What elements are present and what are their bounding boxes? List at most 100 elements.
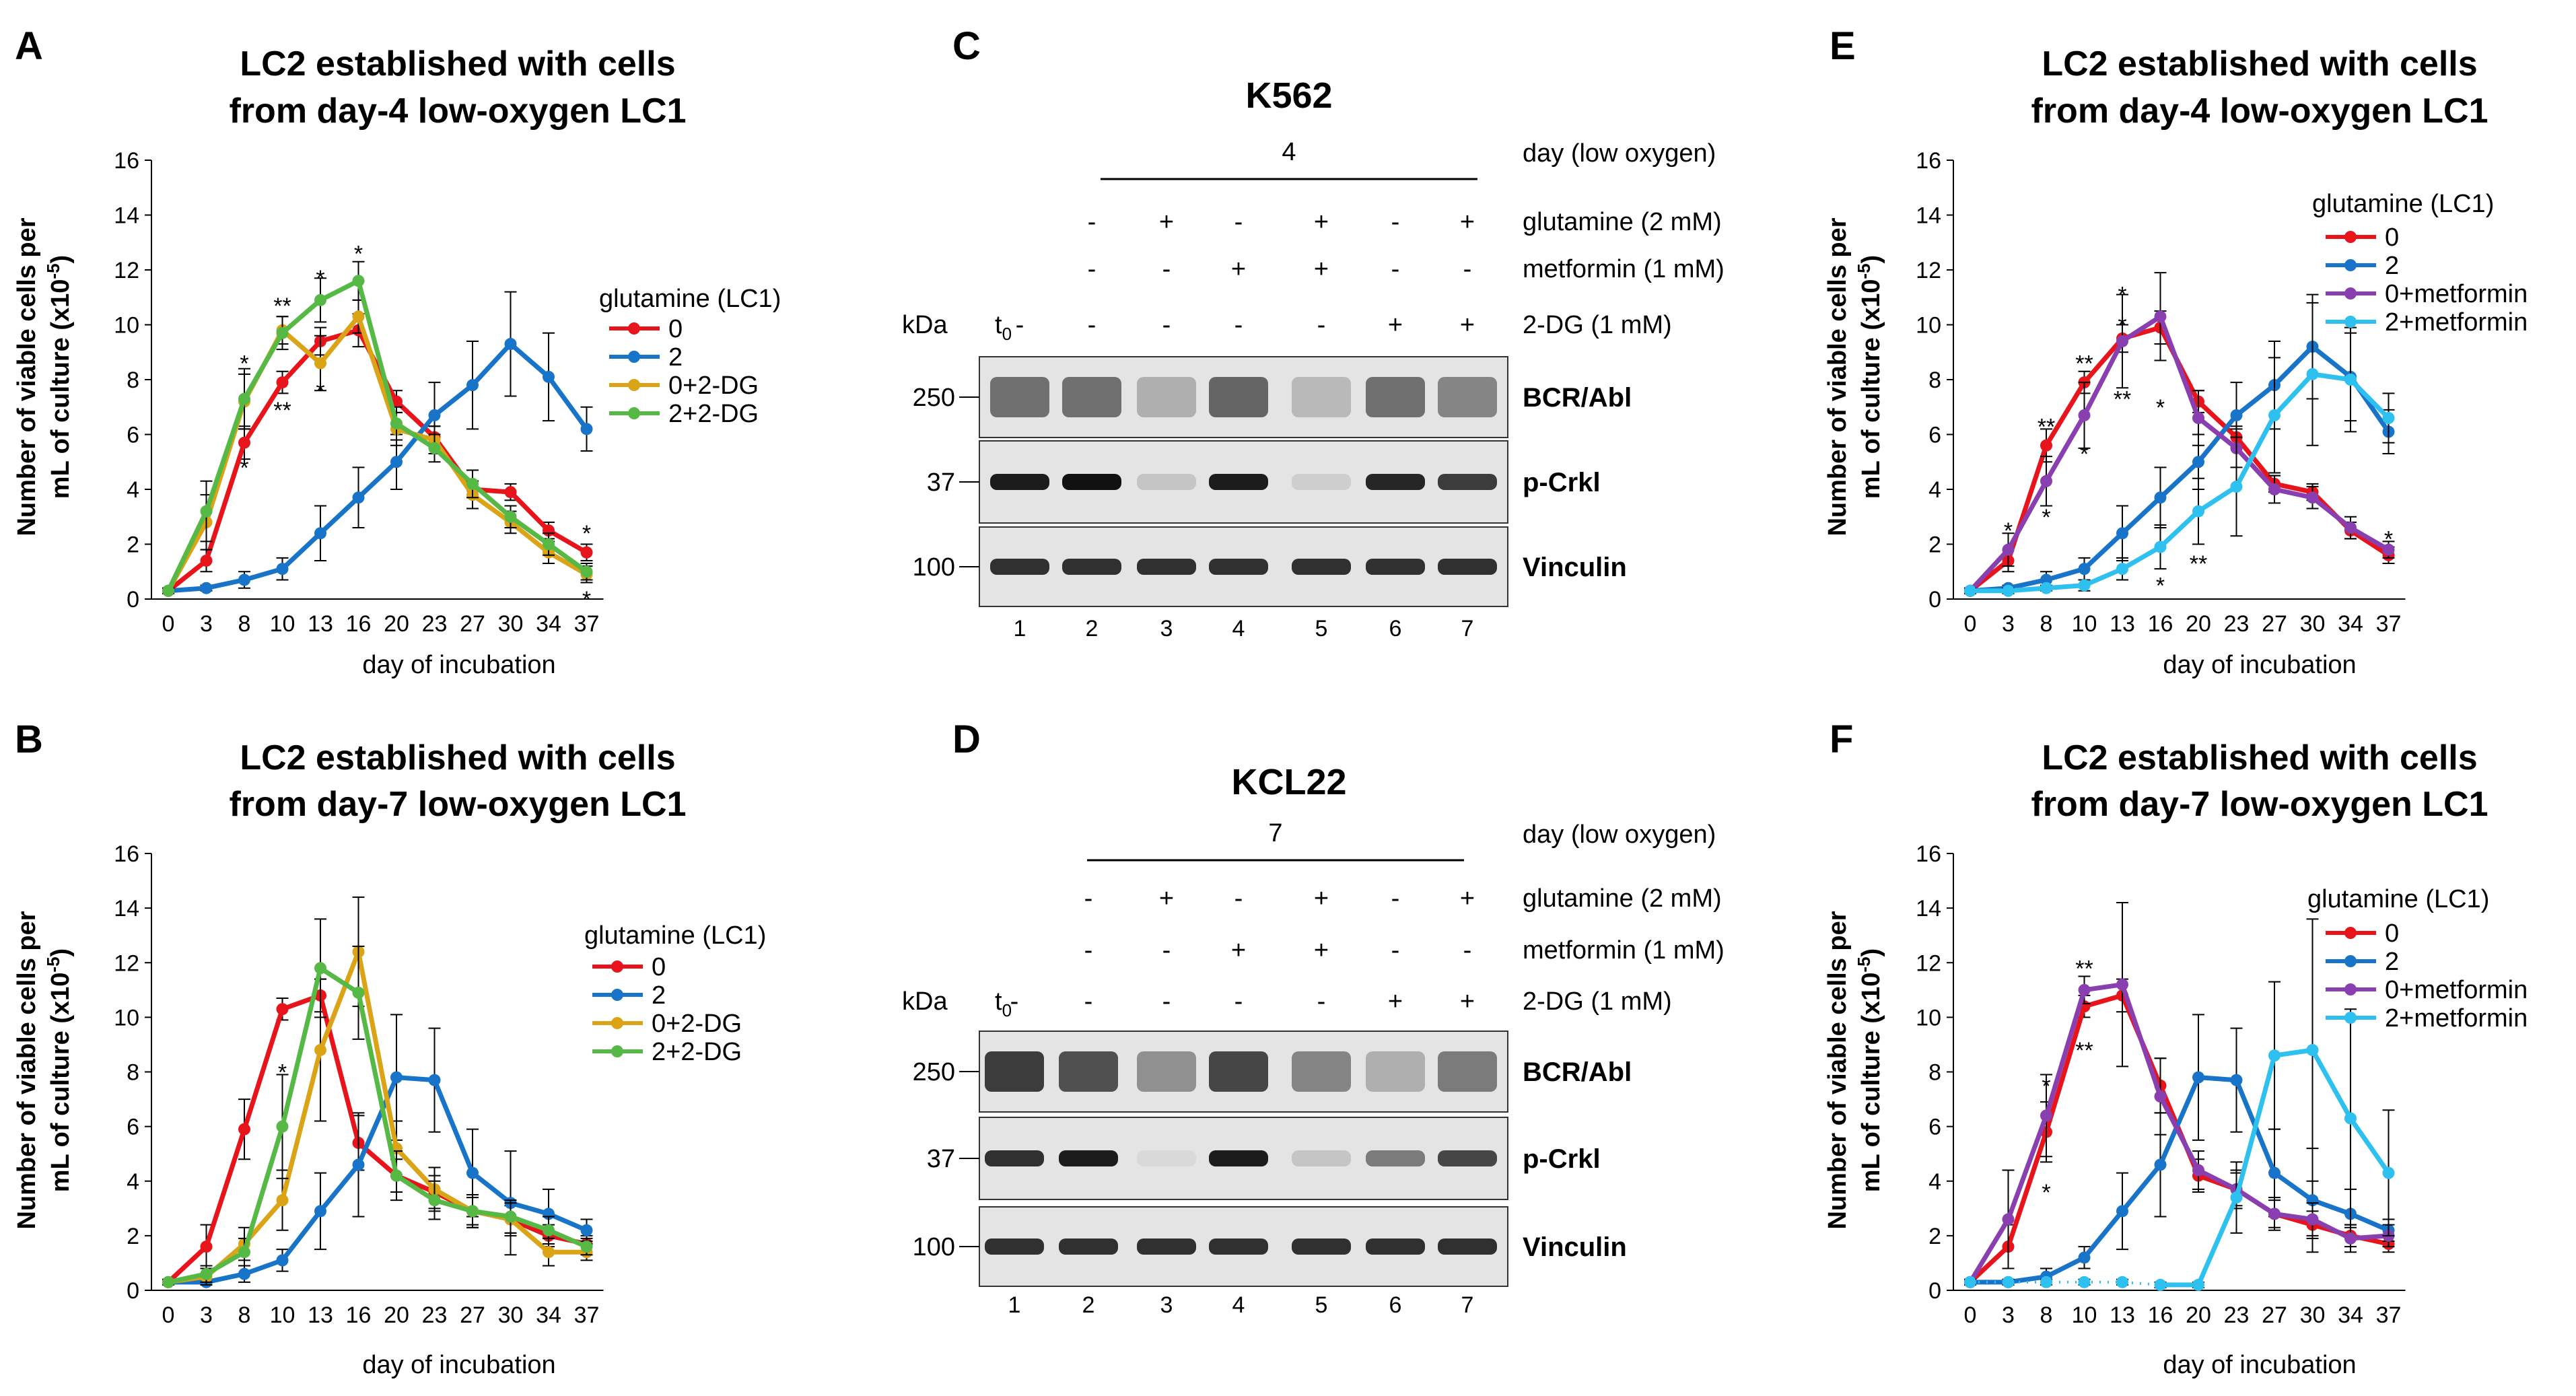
- data-point: [2306, 1044, 2319, 1057]
- blot-band: [990, 474, 1049, 490]
- legend-entry: 0+2-DG: [652, 1010, 742, 1038]
- lane-number: 6: [1389, 616, 1402, 641]
- data-point: [504, 486, 517, 499]
- legend-swatch-marker: [2344, 927, 2357, 939]
- treatment-sign: -: [1234, 208, 1243, 236]
- blot-band: [990, 377, 1049, 417]
- panel-c-western-blot: C K562 4 day (low oxygen) kDa t0 - + - + - + g…: [902, 24, 1725, 641]
- y-tick-label: 8: [127, 368, 139, 393]
- data-point: [428, 1194, 441, 1207]
- day-value: 7: [1268, 819, 1282, 847]
- treatment-sign: +: [1231, 255, 1246, 283]
- y-tick-label: 16: [1916, 148, 1941, 174]
- legend-entry: 2: [2385, 948, 2399, 976]
- significance-marker: *: [2156, 573, 2165, 599]
- data-point: [238, 1246, 250, 1259]
- treatment-sign: +: [1159, 884, 1174, 913]
- y-tick-label: 6: [127, 423, 139, 448]
- x-tick-label: 13: [2110, 611, 2135, 637]
- data-point: [2230, 480, 2243, 493]
- blot-strips: 250 BCR/Abl 37 p-Crkl 100 Vinculin: [913, 356, 1632, 607]
- x-axis-label: day of incubation: [2163, 1351, 2356, 1379]
- x-tick-label: 20: [2186, 1302, 2211, 1328]
- legend-swatch-marker: [611, 1017, 623, 1029]
- chart-title-line1: LC2 established with cells: [240, 738, 675, 777]
- chart-title-line2: from day-7 low-oxygen LC1: [2031, 785, 2488, 824]
- legend-swatch-marker: [2344, 955, 2357, 967]
- significance-marker: **: [2190, 551, 2207, 577]
- y-tick-label: 16: [114, 148, 139, 174]
- data-point: [2344, 1112, 2357, 1125]
- blot-band: [1438, 1150, 1497, 1166]
- blot-band: [1137, 1150, 1196, 1166]
- blot-band: [1209, 474, 1268, 490]
- blot-band: [1062, 474, 1121, 490]
- series-0-metformin: [1964, 902, 2395, 1288]
- data-point: [580, 546, 593, 559]
- lane-number: 7: [1461, 1292, 1474, 1318]
- blot-band: [1366, 559, 1425, 575]
- legend-title: glutamine (LC1): [2312, 190, 2494, 218]
- x-tick-label: 0: [1964, 611, 1977, 637]
- legend-entry: 2: [652, 981, 666, 1010]
- treatment-sign: -: [1088, 208, 1096, 236]
- data-point: [200, 1241, 213, 1253]
- x-tick-label: 13: [308, 611, 333, 637]
- series-line: [1968, 982, 2389, 1284]
- significance-marker: *: [240, 351, 248, 377]
- x-tick-label: 16: [346, 1302, 372, 1328]
- data-point: [200, 505, 213, 518]
- data-point: [2116, 335, 2128, 347]
- lane-numbers: 1 2 3 4 5 6 7: [1014, 616, 1474, 641]
- blot-band: [1292, 559, 1351, 575]
- data-point: [580, 1224, 593, 1236]
- x-tick-label: 0: [162, 611, 175, 637]
- legend-swatch-marker: [2344, 316, 2357, 328]
- blot-label: p-Crkl: [1523, 1144, 1601, 1174]
- data-point: [2078, 579, 2091, 592]
- data-point: [1964, 584, 1976, 597]
- treatment-sign: +: [1314, 936, 1329, 965]
- data-point: [314, 293, 326, 306]
- treatment-sign: -: [1162, 936, 1171, 965]
- blot-title: KCL22: [1231, 762, 1346, 802]
- data-point: [2078, 983, 2091, 996]
- significance-marker: **: [2075, 956, 2093, 981]
- x-tick-label: 3: [2002, 611, 2015, 637]
- significance-marker: *: [2156, 395, 2165, 421]
- y-tick-label: 0: [1928, 1278, 1941, 1304]
- lane-number: 1: [1008, 1292, 1021, 1318]
- treatment-sign: +: [1314, 884, 1329, 913]
- significance-marker: *: [2080, 442, 2089, 467]
- x-tick-label: 16: [346, 611, 372, 637]
- x-tick-label: 37: [574, 611, 600, 637]
- data-point: [2040, 439, 2052, 452]
- data-point: [2078, 563, 2091, 575]
- data-point: [2192, 1278, 2204, 1291]
- treatment-sign: -: [1162, 987, 1171, 1016]
- x-tick-label: 27: [2262, 611, 2287, 637]
- legend-swatch-marker: [628, 407, 640, 419]
- treatment-sign: +: [1388, 311, 1403, 339]
- data-point: [2268, 1208, 2281, 1220]
- kda-marker: 100: [913, 1233, 955, 1261]
- treatment-sign: -: [1317, 311, 1326, 339]
- data-point: [200, 582, 213, 594]
- data-point: [314, 357, 326, 370]
- treatment-sign: +: [1314, 255, 1329, 283]
- lane-number: 5: [1315, 616, 1328, 641]
- x-tick-label: 30: [2300, 1302, 2326, 1328]
- series-2: [162, 291, 593, 597]
- treatment-sign: -: [1162, 255, 1171, 283]
- x-tick-label: 10: [2072, 1302, 2097, 1328]
- chart-title-line2: from day-4 low-oxygen LC1: [2031, 92, 2488, 131]
- data-point: [1964, 1276, 1976, 1288]
- blot-band: [1137, 1238, 1196, 1255]
- lane-numbers: 1 2 3 4 5 6 7: [1008, 1292, 1474, 1318]
- kda-marker: 100: [913, 553, 955, 582]
- significance-marker: *: [316, 266, 324, 291]
- day-label: day (low oxygen): [1523, 139, 1716, 168]
- y-tick-label: 0: [127, 1278, 139, 1304]
